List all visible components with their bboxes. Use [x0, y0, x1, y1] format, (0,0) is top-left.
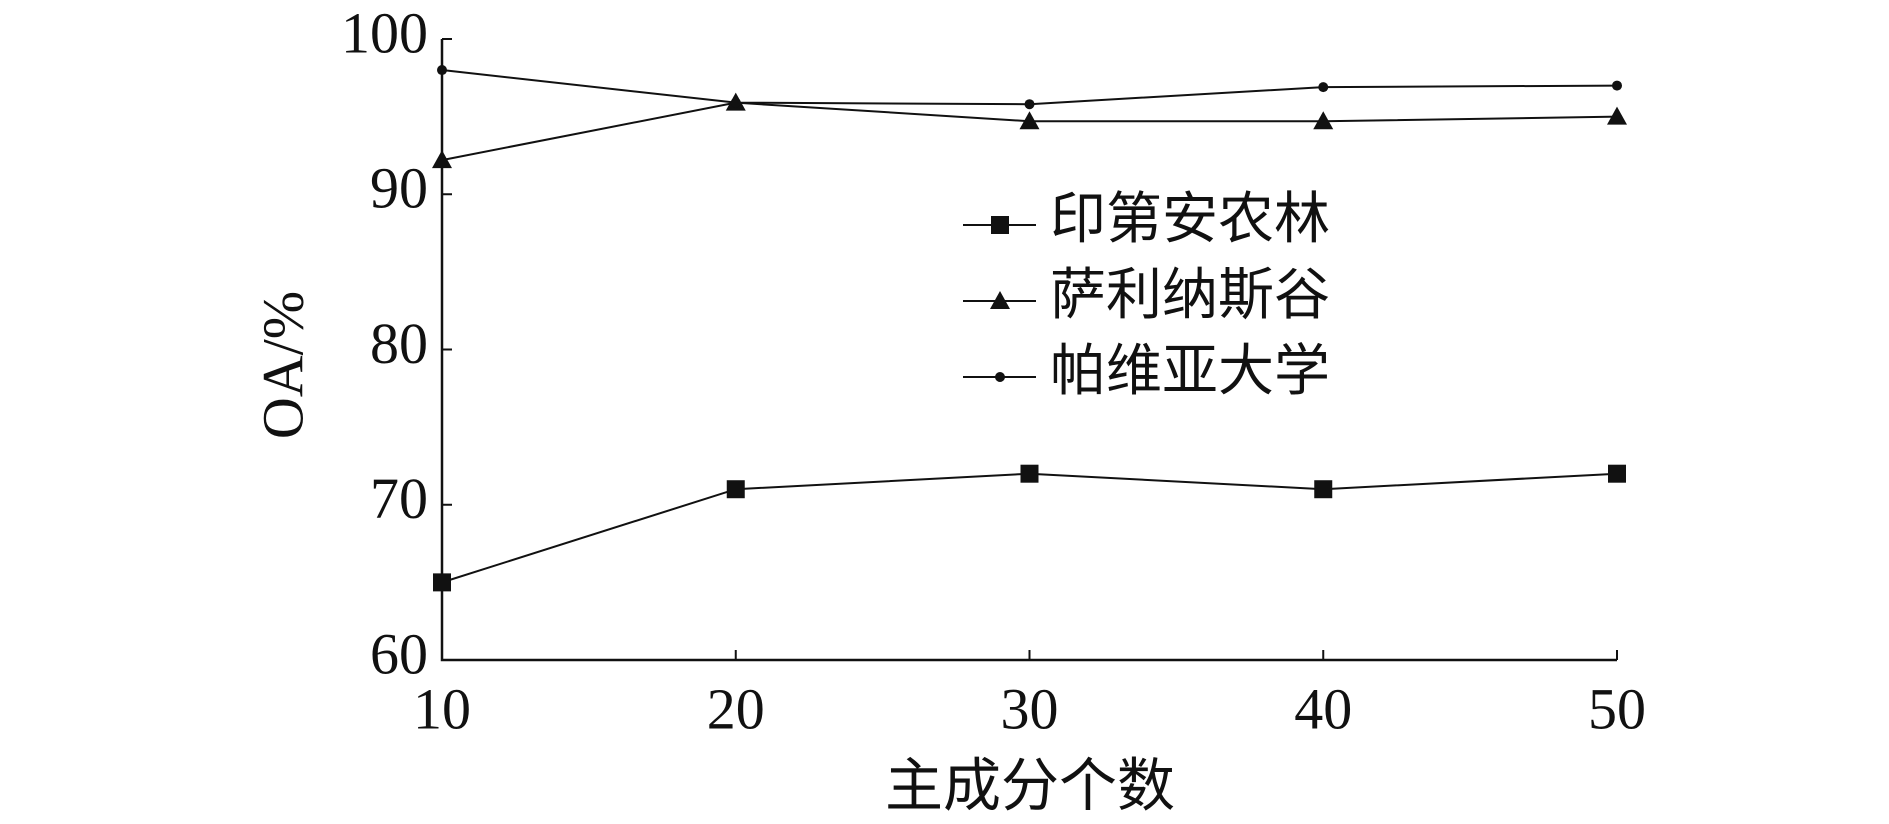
series-line: [441, 472, 1618, 584]
y-tick-label: 70: [370, 466, 428, 531]
marker: [726, 480, 745, 499]
marker: [1318, 82, 1329, 93]
marker: [432, 150, 452, 169]
marker: [995, 372, 1005, 382]
x-tick-label: 50: [1588, 676, 1646, 741]
marker: [1612, 80, 1622, 91]
marker: [1314, 480, 1333, 499]
marker: [991, 216, 1009, 234]
marker: [1020, 464, 1039, 483]
y-tick-label: 100: [341, 0, 428, 65]
marker: [437, 65, 447, 76]
marker: [1019, 111, 1040, 130]
y-tick-label: 80: [370, 311, 428, 376]
marker: [433, 573, 451, 592]
marker: [990, 291, 1010, 309]
x-tick-label: 40: [1294, 676, 1352, 741]
x-tick-label: 20: [707, 676, 765, 741]
marker: [1607, 106, 1627, 125]
series-line: [441, 101, 1618, 162]
marker: [1313, 111, 1334, 130]
marker: [1024, 99, 1035, 110]
x-tick-label: 30: [1001, 676, 1059, 741]
y-tick-label: 90: [370, 156, 428, 221]
marker: [1608, 464, 1626, 483]
marker: [730, 97, 741, 108]
legend-label: 萨利纳斯谷: [1050, 265, 1330, 327]
axis: [440, 39, 1617, 662]
series-line: [441, 69, 1618, 106]
x-axis-label: 主成分个数: [885, 753, 1175, 818]
y-tick-label: 60: [370, 621, 428, 686]
x-tick-label: 10: [413, 676, 471, 741]
legend-label: 印第安农林: [1050, 189, 1330, 251]
legend-label: 帕维亚大学: [1050, 341, 1330, 403]
y-axis-label: OA/%: [250, 291, 315, 439]
